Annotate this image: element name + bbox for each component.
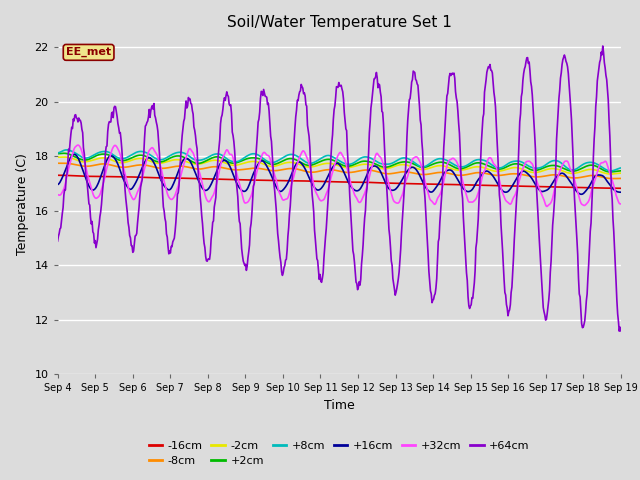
Line: -8cm: -8cm — [58, 163, 621, 179]
-8cm — [610, 176, 618, 181]
+16cm — [180, 156, 188, 162]
-16cm — [209, 176, 216, 182]
-2cm — [180, 158, 188, 164]
-16cm — [179, 175, 187, 181]
-16cm — [617, 185, 625, 191]
Line: -16cm: -16cm — [58, 175, 621, 188]
+32cm — [74, 142, 82, 148]
-2cm — [607, 171, 614, 177]
Title: Soil/Water Temperature Set 1: Soil/Water Temperature Set 1 — [227, 15, 452, 30]
+64cm — [122, 195, 129, 201]
+64cm — [179, 126, 187, 132]
-2cm — [210, 157, 218, 163]
+64cm — [424, 252, 432, 258]
+8cm — [65, 147, 72, 153]
Line: -2cm: -2cm — [58, 157, 621, 174]
-2cm — [617, 170, 625, 176]
-2cm — [65, 155, 72, 160]
+32cm — [54, 192, 61, 197]
+8cm — [123, 155, 131, 160]
+16cm — [425, 188, 433, 194]
+16cm — [70, 152, 78, 157]
+2cm — [607, 169, 614, 175]
+2cm — [425, 163, 433, 169]
Line: +16cm: +16cm — [58, 155, 621, 194]
+16cm — [617, 189, 625, 195]
-16cm — [54, 172, 61, 178]
+64cm — [54, 238, 61, 244]
Line: +8cm: +8cm — [58, 150, 621, 171]
Line: +64cm: +64cm — [58, 46, 621, 331]
-8cm — [210, 164, 218, 169]
-2cm — [54, 155, 61, 160]
+16cm — [123, 182, 131, 188]
+2cm — [123, 157, 131, 163]
-2cm — [61, 154, 68, 160]
+16cm — [408, 164, 416, 170]
+32cm — [617, 201, 625, 207]
-2cm — [408, 164, 416, 170]
+32cm — [123, 178, 131, 183]
+2cm — [60, 150, 68, 156]
-8cm — [408, 170, 416, 176]
+8cm — [425, 161, 433, 167]
+2cm — [65, 151, 72, 157]
+8cm — [617, 165, 625, 171]
+16cm — [64, 161, 72, 167]
+64cm — [616, 328, 623, 334]
-8cm — [123, 164, 131, 170]
Y-axis label: Temperature (C): Temperature (C) — [16, 153, 29, 255]
+32cm — [210, 192, 218, 198]
-2cm — [123, 159, 131, 165]
+16cm — [210, 176, 218, 182]
+8cm — [408, 158, 416, 164]
+64cm — [408, 79, 415, 85]
+32cm — [425, 193, 433, 199]
+16cm — [54, 182, 61, 188]
+64cm — [599, 43, 607, 49]
-8cm — [617, 176, 625, 181]
X-axis label: Time: Time — [324, 399, 355, 412]
-16cm — [122, 174, 129, 180]
+2cm — [180, 154, 188, 160]
-8cm — [180, 164, 188, 169]
+32cm — [543, 204, 551, 209]
+64cm — [209, 219, 216, 225]
-8cm — [425, 171, 433, 177]
+8cm — [607, 168, 614, 174]
+8cm — [180, 150, 188, 156]
Line: +2cm: +2cm — [58, 153, 621, 172]
+8cm — [210, 152, 218, 157]
+8cm — [54, 150, 61, 156]
-8cm — [65, 161, 72, 167]
+2cm — [54, 151, 61, 156]
+32cm — [64, 169, 72, 175]
-16cm — [64, 173, 72, 179]
+2cm — [617, 168, 625, 174]
-8cm — [60, 160, 67, 166]
Line: +32cm: +32cm — [58, 145, 621, 206]
+32cm — [408, 156, 416, 162]
+2cm — [408, 160, 416, 166]
+16cm — [578, 192, 586, 197]
+32cm — [180, 162, 188, 168]
Legend: -16cm, -8cm, -2cm, +2cm, +8cm, +16cm, +32cm, +64cm: -16cm, -8cm, -2cm, +2cm, +8cm, +16cm, +3… — [144, 436, 534, 470]
-8cm — [54, 160, 61, 166]
-2cm — [425, 166, 433, 171]
-16cm — [424, 181, 432, 187]
+8cm — [62, 147, 70, 153]
+64cm — [617, 328, 625, 334]
-16cm — [408, 181, 415, 187]
Text: EE_met: EE_met — [66, 47, 111, 58]
+2cm — [210, 155, 218, 160]
+64cm — [64, 159, 72, 165]
